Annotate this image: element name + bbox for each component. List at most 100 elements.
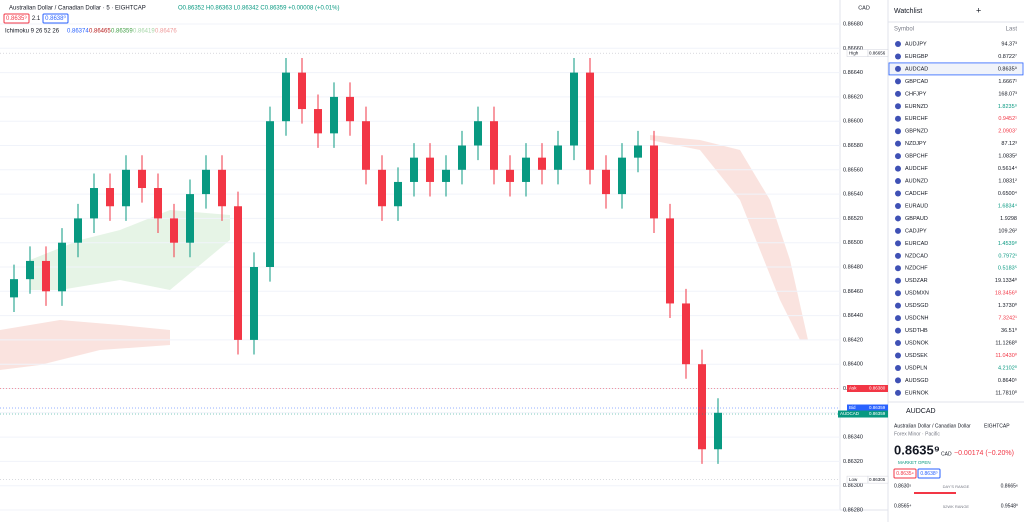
candle-body: [506, 169, 514, 182]
detail-category: Forex Minor · Pacific: [894, 431, 940, 437]
watchlist-last: 87.12³: [1001, 141, 1017, 147]
candle-body: [314, 109, 322, 134]
column-header: Last: [1006, 27, 1018, 33]
y-tick-label: 0.86280: [843, 507, 863, 513]
flag-icon: [895, 128, 901, 135]
watchlist-symbol[interactable]: AUDNZD: [905, 179, 928, 185]
candle-body: [58, 242, 66, 292]
watchlist-title[interactable]: Watchlist: [894, 8, 922, 15]
watchlist-symbol[interactable]: EURCAD: [905, 241, 928, 247]
candle-body: [74, 218, 82, 243]
watchlist-symbol[interactable]: GBPAUD: [905, 216, 928, 222]
price-label-box: [868, 410, 888, 418]
y-tick-label: 0.86420: [843, 337, 863, 343]
buy-box[interactable]: [917, 468, 941, 479]
watchlist-symbol[interactable]: USDCNH: [905, 316, 929, 322]
watchlist-symbol[interactable]: EURCHF: [905, 116, 929, 122]
watchlist-symbol[interactable]: GBPNZD: [905, 129, 928, 135]
watchlist-symbol[interactable]: USDPLN: [905, 365, 927, 371]
y-tick-label: 0.86520: [843, 216, 863, 222]
price-label-name: Ask: [849, 386, 857, 391]
price-label-value: 0.86359: [869, 411, 886, 416]
candle-body: [378, 169, 386, 207]
flag-icon: [895, 389, 901, 396]
flag-icon: [895, 302, 901, 309]
watchlist-last: 1.0831²: [998, 179, 1017, 185]
watchlist-symbol[interactable]: USDTHB: [905, 328, 928, 334]
candle-body: [330, 96, 338, 134]
flag-icon: [895, 290, 901, 297]
watchlist-symbol[interactable]: AUDSGD: [905, 378, 929, 384]
candle-body: [474, 121, 482, 146]
watchlist-symbol[interactable]: AUDCHF: [905, 166, 929, 172]
candle-body: [170, 218, 178, 243]
watchlist-symbol[interactable]: USDNOK: [905, 340, 929, 346]
watchlist-symbol[interactable]: EURGBP: [905, 54, 929, 60]
y-tick-label: 0.86540: [843, 192, 863, 198]
watchlist-last: 1.9298: [1000, 216, 1017, 222]
y-tick-label: 0.86440: [843, 313, 863, 319]
sell-box[interactable]: [3, 13, 30, 24]
candle-body: [666, 218, 674, 304]
watchlist-symbol[interactable]: CHFJPY: [905, 91, 927, 97]
flag-icon: [895, 252, 901, 259]
watchlist-symbol[interactable]: USDMXN: [905, 291, 929, 297]
watchlist-symbol[interactable]: EURAUD: [905, 203, 928, 209]
buy-box[interactable]: [42, 13, 69, 24]
candle-body: [538, 157, 546, 170]
flag-icon: [895, 315, 901, 322]
candle-body: [602, 169, 610, 195]
watchlist-last: 11.1268⁰: [995, 339, 1017, 346]
watchlist-symbol[interactable]: AUDJPY: [905, 41, 927, 47]
candle-body: [698, 364, 706, 450]
watchlist-symbol[interactable]: NZDJPY: [905, 141, 927, 147]
watchlist-symbol[interactable]: GBPCHF: [905, 154, 929, 160]
detail-symbol: AUDCAD: [906, 408, 936, 415]
watchlist-symbol[interactable]: USDSEK: [905, 353, 928, 359]
watchlist-last: 1.8235⁹: [998, 103, 1017, 110]
candle-body: [122, 169, 130, 207]
candle-body: [554, 145, 562, 170]
candle-body: [682, 303, 690, 365]
watchlist-last: 0.8722⁷: [998, 53, 1017, 60]
watchlist-symbol[interactable]: USDSGD: [905, 303, 929, 309]
watchlist-last: 1.6667¹: [998, 79, 1017, 85]
sell-box[interactable]: [893, 468, 917, 479]
flag-icon: [895, 202, 901, 209]
candle-body: [186, 194, 194, 243]
watchlist-last: 11.0430⁰: [995, 352, 1017, 359]
watchlist-symbol[interactable]: EURNOK: [905, 390, 929, 396]
watchlist-last: 109.26²: [998, 228, 1017, 234]
watchlist-symbol[interactable]: CADJPY: [905, 228, 927, 234]
candle-body: [410, 157, 418, 182]
watchlist-last: 1.3730⁰: [998, 302, 1018, 309]
candle-body: [90, 188, 98, 219]
watchlist-symbol[interactable]: AUDCAD: [905, 66, 928, 72]
watchlist-last: 0.9452¹: [998, 116, 1017, 122]
year-low: 0.8565⁴: [894, 503, 911, 509]
detail-change: −0.00174 (−0.20%): [954, 450, 1014, 457]
watchlist-symbol[interactable]: NZDCAD: [905, 253, 928, 259]
watchlist-symbol[interactable]: NZDCHF: [905, 266, 928, 272]
price-label-value: 0.86380: [869, 386, 886, 391]
watchlist-symbol[interactable]: USDZAR: [905, 278, 928, 284]
y-tick-label: 0.86560: [843, 167, 863, 173]
watchlist-last: 7.3242¹: [998, 316, 1017, 322]
market-status: MARKET OPEN: [898, 460, 931, 465]
y-tick-label: 0.86640: [843, 70, 863, 76]
y-tick-label: 0.86480: [843, 264, 863, 270]
watchlist-last: 19.1334⁰: [995, 277, 1018, 284]
watchlist-last: 168.07³: [998, 91, 1017, 97]
watchlist-symbol[interactable]: CADCHF: [905, 191, 929, 197]
cloud: [0, 320, 170, 370]
watchlist-symbol[interactable]: EURNZD: [905, 104, 928, 110]
flag-icon: [895, 103, 901, 110]
flag-icon: [895, 140, 901, 147]
candle-body: [26, 260, 34, 280]
watchlist-symbol[interactable]: GBPCAD: [905, 79, 928, 85]
indicator-value: 0.86419: [133, 29, 155, 35]
add-icon[interactable]: +: [976, 5, 981, 15]
y-tick-label: 0.86660: [843, 46, 863, 52]
selected-row: [888, 62, 1024, 76]
